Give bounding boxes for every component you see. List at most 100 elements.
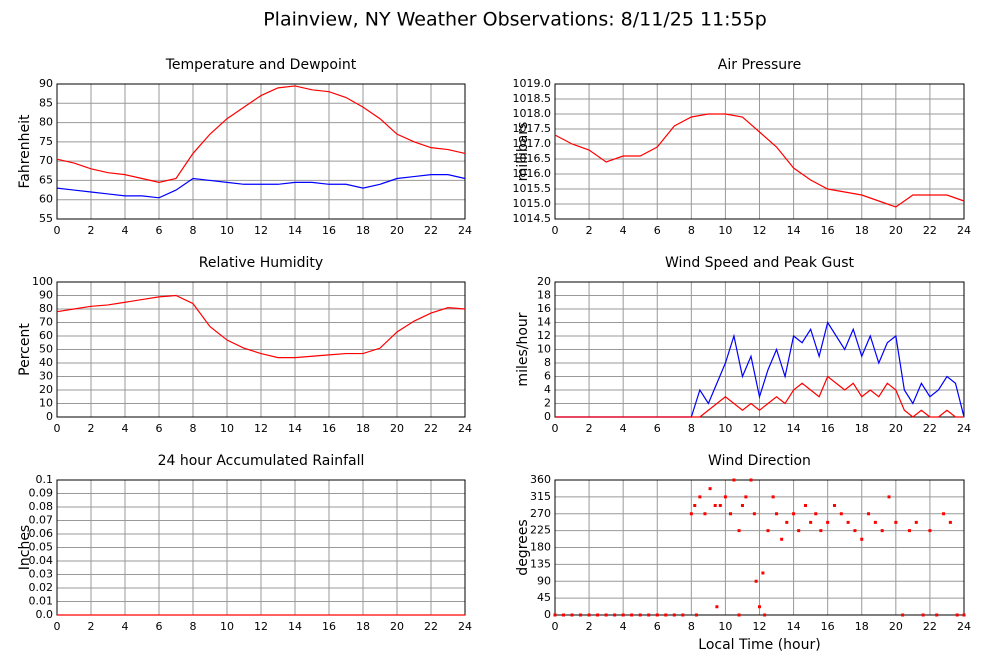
x-tick-label: 12	[254, 620, 268, 633]
data-point	[718, 504, 722, 507]
plot-frame	[56, 83, 466, 220]
x-tick-label: 4	[122, 620, 129, 633]
y-tick-label: 70	[39, 154, 53, 167]
y-tick-label: 0.01	[29, 595, 54, 608]
y-tick-label: 80	[39, 116, 53, 129]
y-tick-label: 18	[537, 289, 551, 302]
data-line	[56, 174, 466, 199]
x-tick-label: 16	[821, 620, 835, 633]
data-point	[771, 495, 775, 499]
y-tick-label: 6	[544, 370, 551, 383]
x-tick-label: 12	[753, 620, 767, 633]
data-point	[708, 487, 712, 491]
data-point	[901, 613, 905, 617]
y-tick-label: 75	[39, 135, 53, 148]
data-point	[880, 529, 884, 533]
x-tick-label: 0	[552, 620, 559, 633]
data-point	[698, 495, 702, 499]
plot-frame	[554, 83, 965, 220]
x-tick-label: 14	[288, 224, 302, 237]
data-point	[693, 504, 697, 507]
x-tick-label: 18	[855, 422, 869, 435]
data-point	[694, 613, 698, 617]
data-point	[839, 512, 843, 516]
y-tick-label: 70	[39, 316, 53, 329]
x-tick-label: 22	[424, 620, 438, 633]
x-tick-label: 18	[356, 422, 370, 435]
x-tick-label: 18	[855, 224, 869, 237]
x-axis-label: Local Time (hour)	[698, 637, 820, 653]
x-tick-label: 14	[787, 620, 801, 633]
data-point	[744, 495, 748, 499]
x-tick-label: 8	[688, 422, 695, 435]
y-tick-label: 0.05	[29, 541, 54, 554]
x-tick-label: 18	[356, 620, 370, 633]
y-tick-label: 65	[39, 173, 53, 186]
data-point	[814, 512, 818, 516]
x-tick-label: 8	[190, 422, 197, 435]
y-tick-label: 10	[537, 343, 551, 356]
x-tick-label: 24	[458, 224, 472, 237]
data-point	[638, 613, 642, 617]
data-point	[887, 495, 891, 499]
x-tick-label: 6	[654, 224, 661, 237]
x-tick-label: 0	[54, 224, 61, 237]
x-tick-label: 12	[753, 224, 767, 237]
x-tick-label: 0	[54, 620, 61, 633]
x-tick-label: 2	[586, 422, 593, 435]
data-point	[752, 512, 756, 516]
data-point	[553, 613, 557, 617]
x-tick-label: 20	[889, 224, 903, 237]
data-point	[729, 512, 733, 516]
x-tick-label: 4	[620, 422, 627, 435]
x-tick-label: 6	[654, 422, 661, 435]
x-tick-label: 16	[821, 224, 835, 237]
data-point	[942, 512, 946, 516]
y-axis-label: degrees	[515, 519, 531, 575]
data-point	[763, 613, 767, 617]
data-point	[664, 613, 668, 617]
data-point	[780, 537, 784, 541]
y-tick-label: 1016.5	[513, 152, 552, 165]
data-point	[853, 529, 857, 533]
y-tick-label: 0.03	[29, 568, 54, 581]
page-title: Plainview, NY Weather Observations: 8/11…	[263, 9, 767, 31]
y-tick-label: 1015.0	[513, 197, 552, 210]
y-tick-label: 1016.0	[513, 167, 552, 180]
data-line	[554, 113, 965, 208]
data-point	[703, 512, 707, 516]
x-tick-label: 10	[718, 620, 732, 633]
y-tick-label: 0.0	[36, 608, 54, 621]
y-tick-label: 50	[39, 343, 53, 356]
y-tick-label: 8	[544, 356, 551, 369]
y-tick-label: 225	[530, 524, 551, 537]
data-point	[754, 579, 758, 583]
data-point	[955, 613, 959, 617]
data-point	[713, 504, 717, 507]
y-tick-label: 10	[39, 397, 53, 410]
data-point	[761, 571, 765, 575]
x-tick-label: 16	[322, 224, 336, 237]
x-tick-label: 24	[458, 422, 472, 435]
y-axis-label: Inches	[17, 525, 33, 570]
y-tick-label: 14	[537, 316, 551, 329]
y-tick-label: 360	[530, 473, 551, 486]
data-point	[562, 613, 566, 617]
x-tick-label: 20	[390, 620, 404, 633]
x-tick-label: 0	[552, 224, 559, 237]
x-tick-label: 12	[254, 422, 268, 435]
y-tick-label: 45	[537, 591, 551, 604]
x-tick-label: 22	[923, 620, 937, 633]
x-tick-label: 20	[889, 422, 903, 435]
x-tick-label: 4	[620, 224, 627, 237]
x-tick-label: 18	[855, 620, 869, 633]
y-tick-label: 0.1	[36, 473, 54, 486]
y-tick-label: 2	[544, 397, 551, 410]
y-axis-label: miles/hour	[515, 312, 531, 386]
x-tick-label: 22	[923, 422, 937, 435]
y-tick-label: 1015.5	[513, 182, 552, 195]
x-tick-label: 24	[458, 620, 472, 633]
x-tick-label: 10	[220, 422, 234, 435]
data-point	[797, 529, 801, 533]
